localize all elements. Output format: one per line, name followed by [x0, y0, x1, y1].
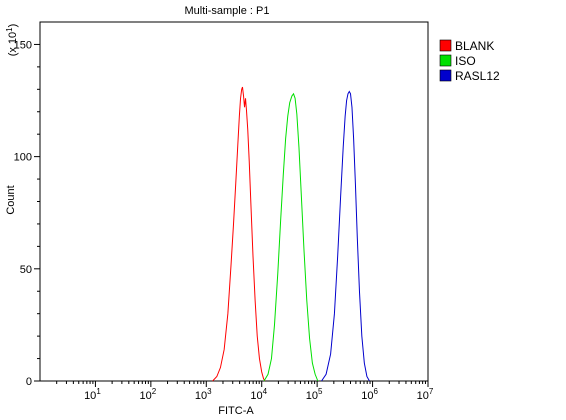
legend-label-rasl12: RASL12 — [455, 69, 500, 83]
x-tick-label: 102 — [140, 387, 157, 402]
legend-label-blank: BLANK — [455, 39, 494, 53]
y-tick-label: 100 — [14, 152, 32, 164]
y-axis-ticks: 0 50 100 150 — [14, 39, 40, 388]
plot-frame — [39, 21, 429, 382]
x-minor-ticks — [56, 381, 426, 384]
y-tick-label: 150 — [14, 39, 32, 51]
histogram-series — [212, 86, 370, 382]
x-tick-label: 106 — [361, 387, 378, 402]
y-tick-label: 50 — [20, 264, 32, 276]
x-tick-label: 104 — [250, 387, 267, 402]
x-tick-label: 107 — [417, 387, 434, 402]
legend-swatch-iso — [439, 54, 452, 67]
legend-swatch-blank — [439, 39, 452, 52]
legend-label-iso: ISO — [455, 54, 476, 68]
series-line-iso — [263, 92, 319, 382]
x-axis-ticks: 101 102 103 104 105 106 107 — [84, 381, 434, 402]
series-line-blank — [212, 86, 266, 382]
y-axis-label: Count — [5, 185, 17, 214]
series-line-rasl12 — [321, 90, 370, 382]
y-tick-label: 0 — [26, 376, 32, 388]
y-multiplier-label: (x 101) — [5, 24, 19, 57]
x-tick-label: 101 — [84, 387, 101, 402]
x-tick-label: 103 — [195, 387, 212, 402]
chart-title: Multi-sample : P1 — [185, 5, 270, 17]
x-tick-label: 105 — [306, 387, 323, 402]
legend-swatch-rasl12 — [439, 69, 452, 82]
x-axis-label: FITC-A — [218, 405, 254, 417]
